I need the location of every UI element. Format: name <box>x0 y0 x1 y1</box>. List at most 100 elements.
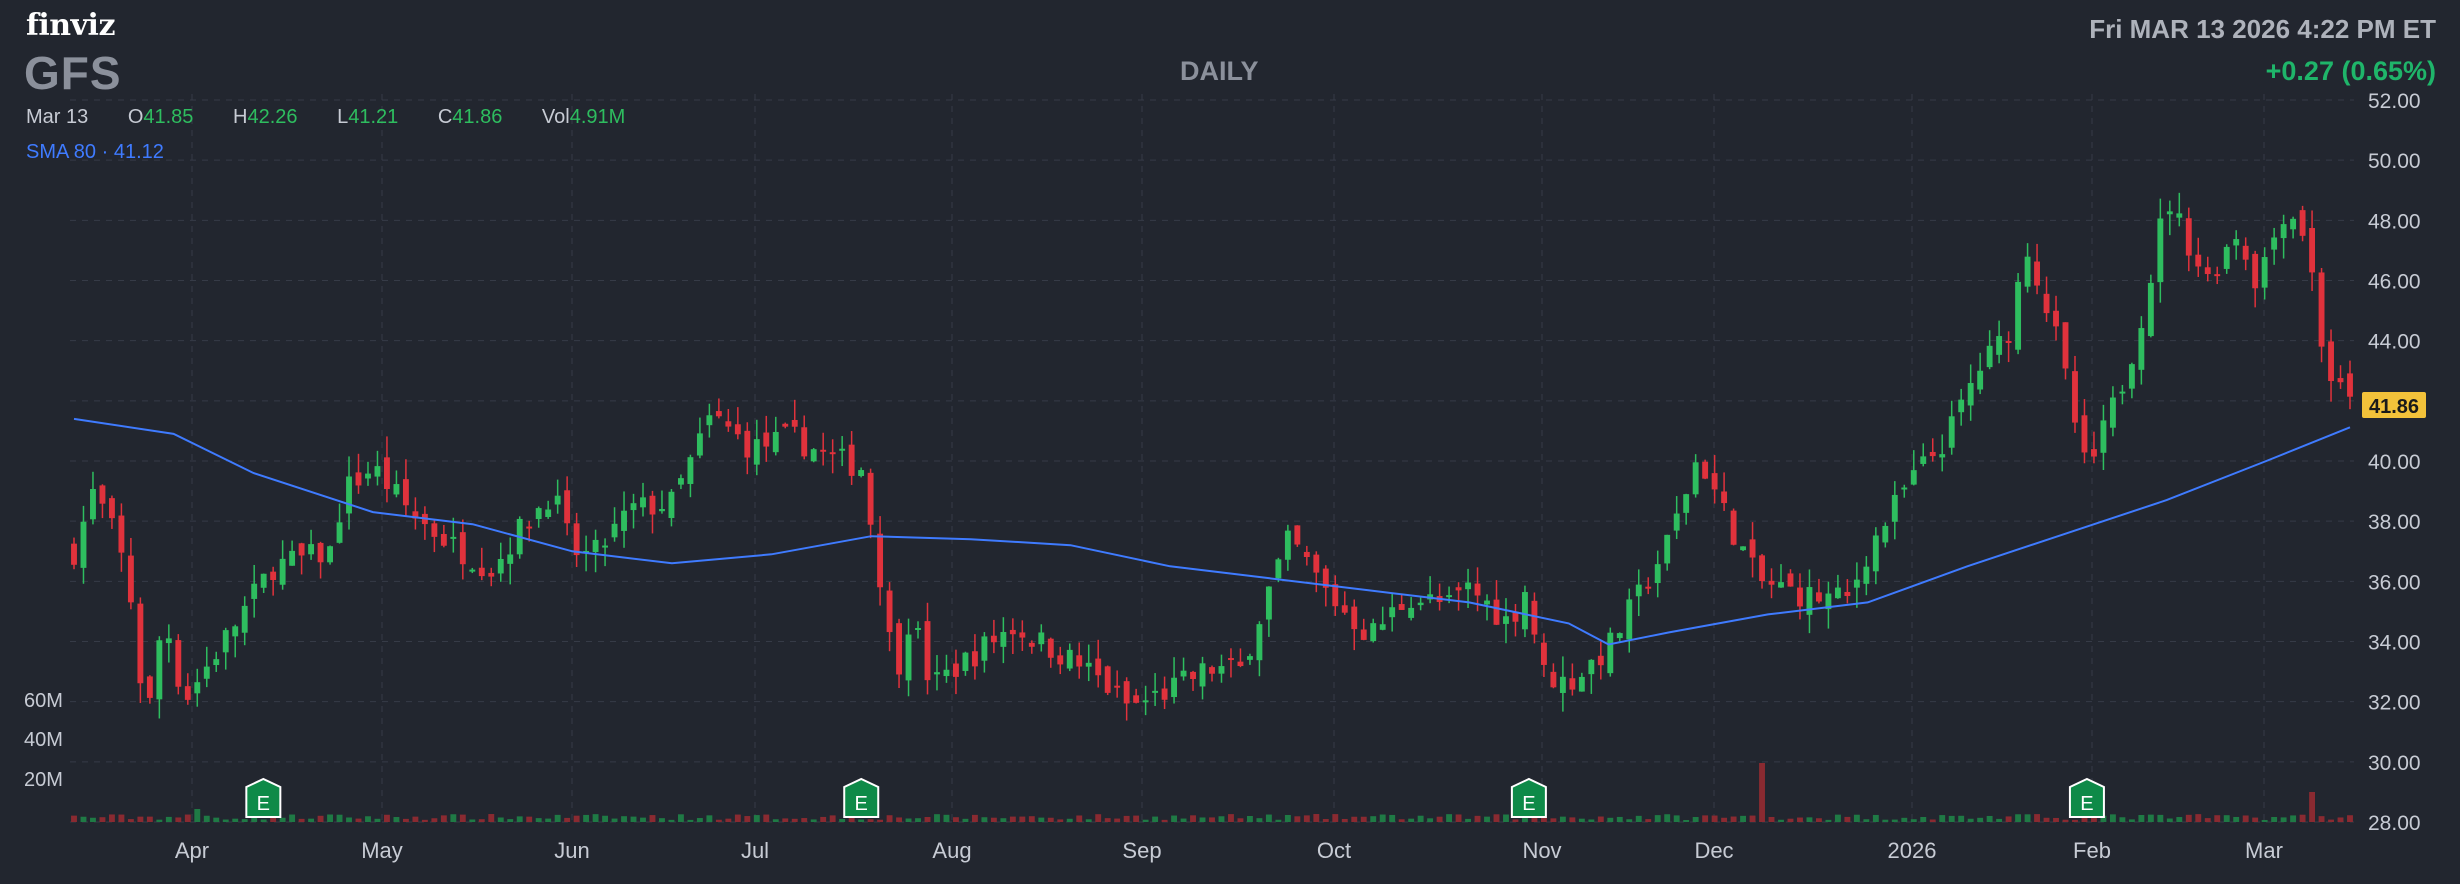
sma-dot: · <box>101 141 109 163</box>
candle-body <box>1853 579 1860 588</box>
candle-body <box>1759 555 1765 582</box>
y-tick-label: 32.00 <box>2368 692 2421 715</box>
grid-lines <box>70 94 2354 823</box>
candle-body <box>1484 600 1490 605</box>
x-tick-label: Jul <box>741 838 769 863</box>
volume-bar <box>1986 815 1993 822</box>
volume-bar <box>1265 814 1272 822</box>
volume-bar <box>346 817 352 822</box>
volume-bar <box>1958 815 1965 822</box>
last-price-tag: 41.86 <box>2362 392 2426 419</box>
x-tick-label: Apr <box>175 838 209 863</box>
candle-body <box>1683 494 1690 513</box>
candle-body <box>1379 624 1386 630</box>
candle-body <box>1920 456 1927 464</box>
candle-body <box>1465 582 1471 590</box>
volume-bar <box>725 818 732 822</box>
candle-body <box>526 526 533 529</box>
volume-bar <box>668 819 675 822</box>
earnings-marker[interactable]: E <box>2068 777 2105 818</box>
y-tick-label: 40.00 <box>2368 451 2421 474</box>
volume-bar <box>1379 814 1386 822</box>
volume-bar <box>1512 819 1519 822</box>
x-tick-label: Sep <box>1122 838 1161 863</box>
volume-bar <box>2147 814 2154 822</box>
candle-body <box>1095 658 1102 676</box>
candle-body <box>1019 632 1026 638</box>
volume-bar <box>1465 818 1471 822</box>
candle-body <box>222 630 229 653</box>
candle-body <box>573 523 580 556</box>
earnings-marker-label: E <box>855 793 868 815</box>
earnings-marker-label: E <box>257 793 270 815</box>
candle-body <box>2252 253 2259 289</box>
candle-body <box>687 457 694 484</box>
candle-body <box>1967 383 1974 406</box>
candle-body <box>1038 632 1045 645</box>
x-tick-label: Oct <box>1317 838 1351 863</box>
volume-bar <box>194 809 201 822</box>
volume-bar <box>488 814 495 822</box>
candle-body <box>1408 607 1415 618</box>
volume-bar <box>687 819 694 822</box>
price-tag-text: 41.86 <box>2369 396 2419 418</box>
volume-bar <box>1057 819 1064 822</box>
volume-bar <box>2318 816 2325 822</box>
candle-body <box>194 682 201 694</box>
volume-bar <box>2005 816 2012 822</box>
finviz-logo[interactable]: finviz <box>26 8 115 43</box>
candle-body <box>753 439 760 465</box>
volume-bar <box>2214 815 2221 822</box>
volume-bar <box>1787 818 1794 822</box>
candle-body <box>583 550 590 553</box>
volume-bar <box>2271 817 2278 822</box>
volume-bar <box>1948 815 1955 822</box>
volume-bar <box>2242 815 2249 822</box>
candle-body <box>1872 535 1879 572</box>
volume-bar <box>450 814 457 822</box>
y-tick-label: 36.00 <box>2368 571 2421 594</box>
earnings-marker[interactable]: E <box>843 777 880 818</box>
candle-body <box>1588 659 1595 675</box>
candle-body <box>1503 616 1509 624</box>
candle-body <box>630 503 637 511</box>
volume-bar <box>1929 819 1936 822</box>
candle-body <box>943 669 950 677</box>
volume-bar <box>1322 819 1329 822</box>
candle-body <box>2138 328 2145 370</box>
candle-body <box>393 484 400 495</box>
candle-body <box>1209 667 1215 674</box>
candle-body <box>2157 218 2164 283</box>
volume-bar <box>545 818 552 822</box>
candle-body <box>1152 690 1159 693</box>
volume-bar <box>118 814 125 822</box>
candle-body <box>1986 345 1993 368</box>
candle-body <box>1834 587 1841 599</box>
candle-body <box>2091 449 2097 457</box>
candle-body <box>450 536 457 539</box>
volume-bar <box>1038 817 1045 822</box>
candle-body <box>2128 364 2135 389</box>
volume-bar <box>1683 819 1690 822</box>
volume-bar <box>592 814 599 822</box>
volume-bar <box>365 816 371 822</box>
sma-legend[interactable]: SMA 80 · 41.12 <box>26 141 164 164</box>
volume-bar <box>1503 814 1509 822</box>
earnings-marker[interactable]: E <box>245 777 282 818</box>
candle-body <box>355 472 362 486</box>
volume-bar <box>1398 819 1405 822</box>
y-tick-label: 50.00 <box>2368 150 2421 173</box>
candle-body <box>260 573 267 588</box>
earnings-marker[interactable]: E <box>1510 777 1547 818</box>
volume-bar <box>1540 816 1547 822</box>
volume-bar <box>2034 814 2040 822</box>
candle-body <box>886 590 893 633</box>
y-tick-label: 44.00 <box>2368 331 2421 354</box>
candle-body <box>279 558 286 585</box>
volume-bar <box>1664 814 1671 822</box>
volume-bar <box>184 814 191 822</box>
candle-body <box>1446 595 1453 598</box>
volume-bar <box>696 818 703 822</box>
candle-body <box>488 572 495 577</box>
low-label: L <box>337 106 349 128</box>
